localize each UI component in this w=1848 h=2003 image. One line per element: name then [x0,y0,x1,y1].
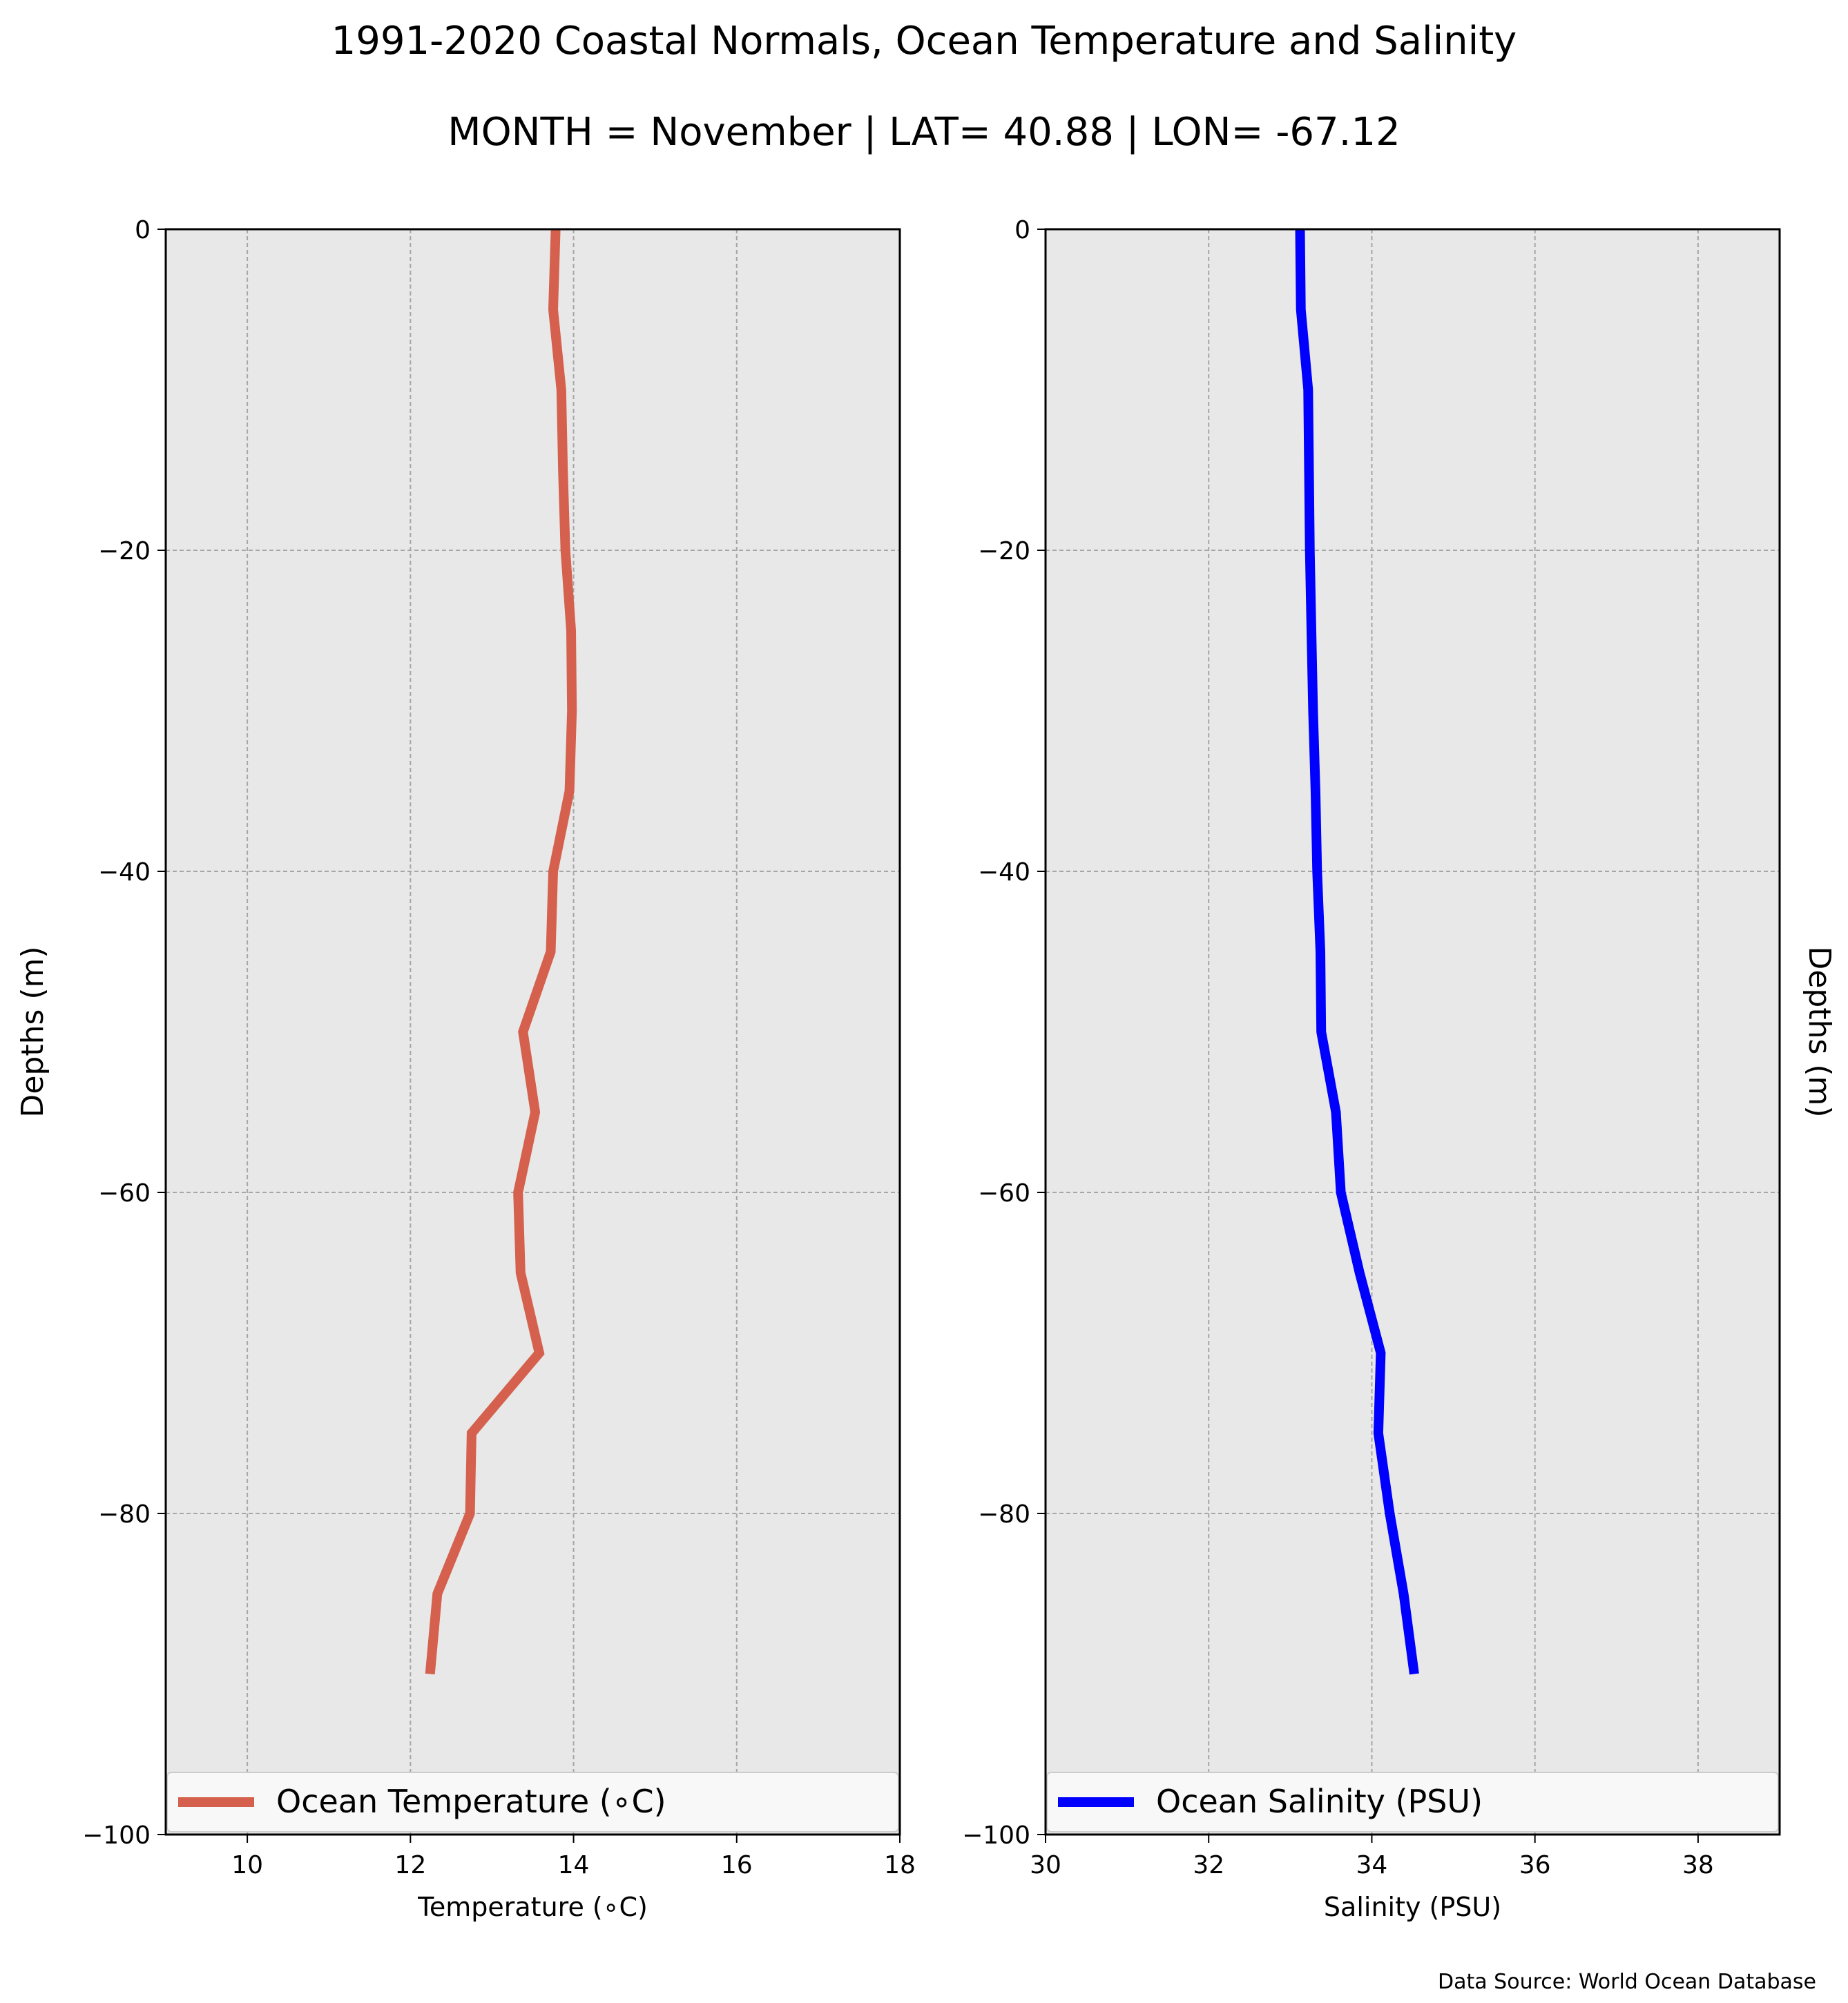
temperature-legend [166,1772,899,1832]
salinity-legend [1046,1772,1779,1832]
temperature-axes-frame [164,228,901,1836]
temperature-y-tick-label: −20 [98,537,151,565]
salinity-y-tick-label: −60 [978,1179,1030,1208]
temperature-x-tick-label: 18 [884,1851,916,1879]
temperature-y-tick-label: 0 [135,216,151,244]
temperature-plot-area [166,229,900,1835]
temperature-legend-label: Ocean Temperature (∘C) [276,1783,666,1820]
figure-title: 1991-2020 Coastal Normals, Ocean Tempera… [331,19,1517,64]
temperature-x-tick-label: 10 [231,1851,263,1879]
salinity-legend-label: Ocean Salinity (PSU) [1156,1783,1483,1820]
temperature-panel: Ocean Temperature (∘C) 10 12 14 16 18 0 −20 −40 −… [15,216,916,1922]
temperature-y-tick-label: −60 [98,1179,151,1208]
salinity-x-tick-label: 30 [1030,1851,1061,1879]
temperature-y-tick-label: −100 [82,1821,151,1850]
salinity-axes-frame [1044,228,1781,1836]
temperature-y-axis-label: Depths (m) [15,946,50,1117]
figure-subtitle: MONTH = November | LAT= 40.88 | LON= -67… [447,110,1401,155]
temperature-x-tick-label: 12 [394,1851,426,1879]
salinity-x-tick-label: 32 [1193,1851,1224,1879]
salinity-panel: Ocean Salinity (PSU) 30 32 34 36 38 0 −20 −40 −60… [962,216,1837,1922]
temperature-x-axis-label: Temperature (∘C) [417,1892,648,1922]
salinity-y-tick-label: −100 [962,1821,1030,1850]
salinity-y-tick-label: 0 [1014,216,1030,244]
salinity-y-tick-label: −40 [978,858,1030,887]
temperature-series-line [425,229,577,1675]
data-source-note: Data Source: World Ocean Database [1438,1970,1816,1994]
temperature-y-tick-label: −40 [98,858,151,887]
temperature-x-tick-label: 14 [558,1851,590,1879]
salinity-y-axis-label: Depths (m) [1802,946,1837,1117]
salinity-y-tick-label: −80 [978,1500,1030,1529]
salinity-y-tick-label: −20 [978,537,1030,565]
salinity-x-axis-label: Salinity (PSU) [1324,1892,1501,1922]
salinity-x-tick-label: 38 [1682,1851,1714,1879]
temperature-y-tick-label: −80 [98,1500,151,1529]
salinity-x-tick-label: 34 [1356,1851,1388,1879]
temperature-x-tick-label: 16 [721,1851,753,1879]
salinity-plot-area [1046,229,1780,1835]
salinity-series-line [1295,229,1419,1675]
salinity-x-tick-label: 36 [1519,1851,1551,1879]
